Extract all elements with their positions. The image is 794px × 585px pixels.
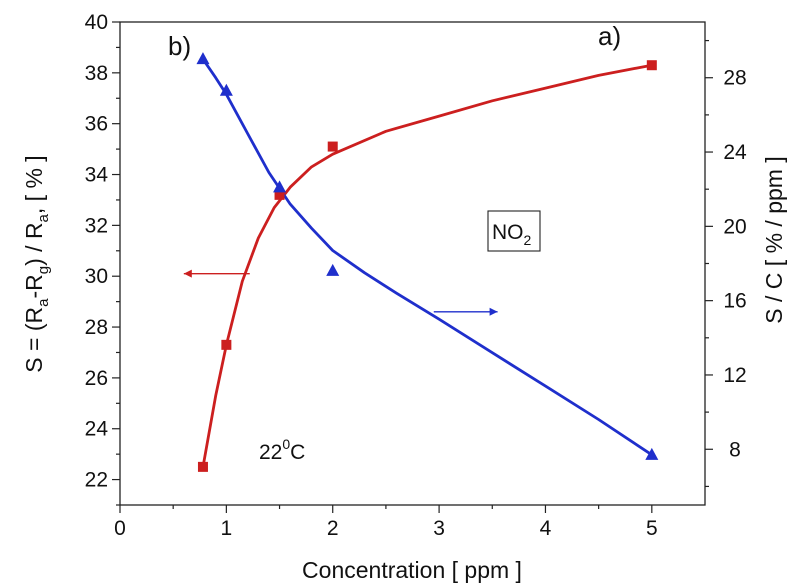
series-b-point xyxy=(196,52,210,65)
series-b-point xyxy=(645,447,659,460)
temperature-label: 220C xyxy=(259,436,305,464)
left-y-tick-label: 38 xyxy=(85,62,108,85)
left-y-tick-label: 24 xyxy=(85,418,109,441)
right-y-tick-label: 24 xyxy=(723,141,747,164)
left-y-tick-label: 22 xyxy=(85,469,108,492)
left-y-tick-label: 28 xyxy=(85,316,108,339)
x-tick-label: 2 xyxy=(327,517,339,540)
x-axis-ticks: 0 1 2 3 4 5 xyxy=(114,505,658,540)
left-y-axis-title: S = (Ra-Rg) / Ra, [ % ] xyxy=(21,155,52,372)
x-tick-label: 5 xyxy=(646,517,658,540)
left-y-tick-label: 36 xyxy=(85,113,108,136)
series-b-axis-arrow-head xyxy=(489,307,498,316)
series-a-point xyxy=(327,141,338,152)
series-a-point xyxy=(197,461,208,472)
series-markers xyxy=(196,52,659,472)
series-a-point xyxy=(221,339,232,350)
series-a-point xyxy=(274,189,285,200)
gas-label: NO2 xyxy=(492,221,532,248)
series-b-point xyxy=(219,83,233,96)
x-axis-title: Concentration [ ppm ] xyxy=(302,557,522,583)
series-b-point xyxy=(326,263,340,276)
right-y-tick-label: 16 xyxy=(723,290,746,313)
right-y-axis-ticks: 8 12 16 20 24 28 xyxy=(705,39,747,488)
series-b-point xyxy=(273,180,287,193)
left-y-axis-ticks: 22 24 26 28 30 32 34 36 38 40 xyxy=(85,11,120,506)
left-y-tick-label: 32 xyxy=(85,214,108,237)
x-tick-label: 0 xyxy=(114,517,126,540)
right-y-tick-label: 20 xyxy=(723,215,746,238)
x-tick-label: 1 xyxy=(221,517,233,540)
axis-arrows xyxy=(183,269,498,316)
left-y-tick-label: 26 xyxy=(85,367,108,390)
series-a-point xyxy=(646,60,657,71)
series-b-label: b) xyxy=(168,31,191,61)
gas-label-box xyxy=(487,210,541,252)
x-tick-label: 4 xyxy=(540,517,552,540)
right-y-axis-title: S / C [ % / ppm ] xyxy=(761,156,787,323)
right-y-tick-label: 8 xyxy=(729,438,741,461)
left-y-tick-label: 34 xyxy=(85,164,109,187)
series-a-line xyxy=(201,63,654,469)
right-y-tick-label: 28 xyxy=(723,67,746,90)
right-y-tick-label: 12 xyxy=(723,364,746,387)
series-curves xyxy=(201,57,654,469)
series-a-label: a) xyxy=(598,21,621,51)
x-tick-label: 3 xyxy=(433,517,445,540)
left-y-tick-label: 30 xyxy=(85,265,108,288)
series-b-line xyxy=(201,57,654,457)
left-y-tick-label: 40 xyxy=(85,11,108,34)
series-a-axis-arrow-head xyxy=(183,269,192,278)
